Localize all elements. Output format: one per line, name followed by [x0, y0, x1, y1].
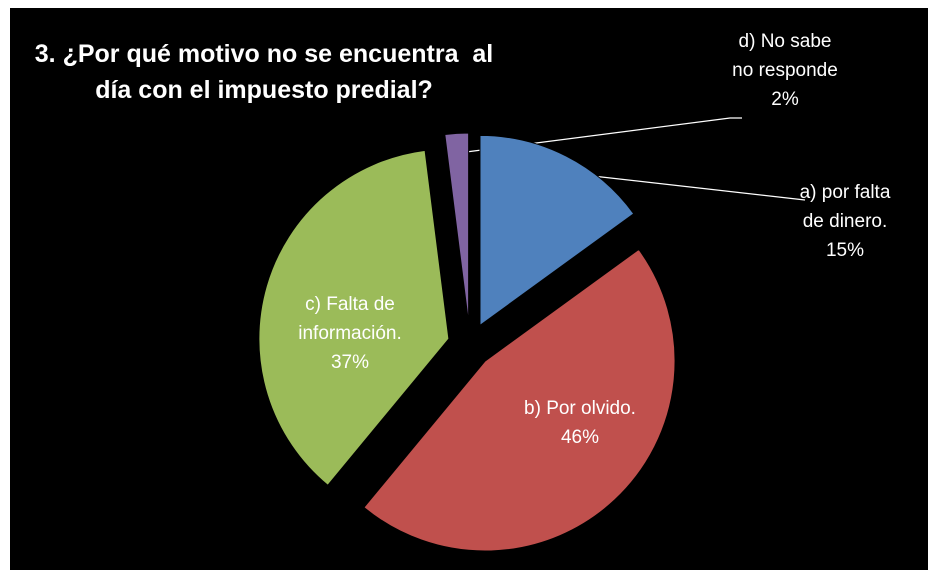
data-label: a) por falta de dinero. 15%: [790, 178, 900, 265]
data-label: c) Falta de información. 37%: [270, 290, 430, 377]
category-label: a) por falta de dinero.: [799, 182, 891, 232]
value-label: 46%: [560, 427, 600, 448]
value-label: 2%: [771, 89, 799, 110]
category-label: c) Falta de información.: [298, 294, 402, 344]
data-label: d) No sabe no responde 2%: [730, 27, 840, 114]
chart-title: 3. ¿Por qué motivo no se encuentra al dí…: [34, 40, 501, 104]
category-label: d) No sabe no responde: [732, 31, 838, 81]
leader-line: [574, 173, 806, 201]
value-label: 37%: [330, 352, 370, 373]
pie-slice: [258, 149, 450, 486]
pie-slice: [479, 134, 635, 327]
value-label: 15%: [825, 240, 865, 261]
data-label: b) Por olvido. 46%: [480, 394, 680, 452]
pie-slice: [444, 132, 470, 324]
leader-line: [465, 117, 742, 153]
category-label: b) Por olvido.: [524, 398, 636, 419]
pie-slice: [363, 248, 676, 552]
